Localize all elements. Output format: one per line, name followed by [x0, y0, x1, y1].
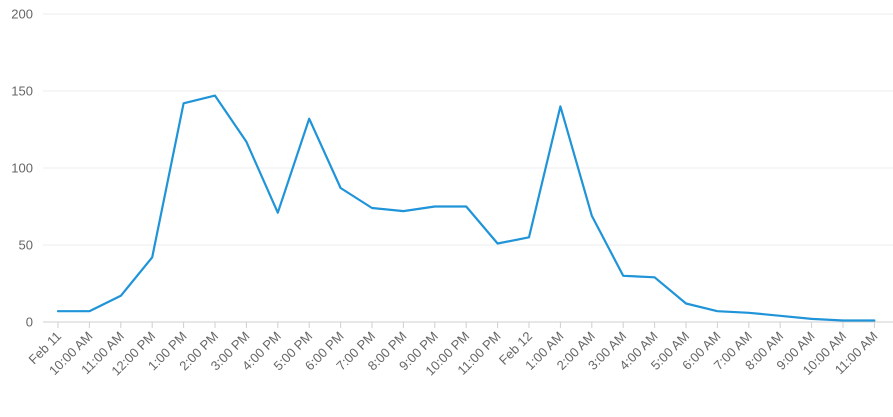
gridlines — [43, 13, 893, 246]
y-axis-ticks: 0 50 100 150 200 — [11, 7, 33, 330]
y-tick-label-0: 0 — [26, 315, 33, 330]
y-tick-label-150: 150 — [11, 84, 33, 99]
series-layer — [56, 94, 876, 322]
y-tick-label-200: 200 — [11, 7, 33, 22]
series-line-0 — [56, 94, 876, 322]
y-tick-label-50: 50 — [19, 238, 33, 253]
y-tick-label-100: 100 — [11, 161, 33, 176]
